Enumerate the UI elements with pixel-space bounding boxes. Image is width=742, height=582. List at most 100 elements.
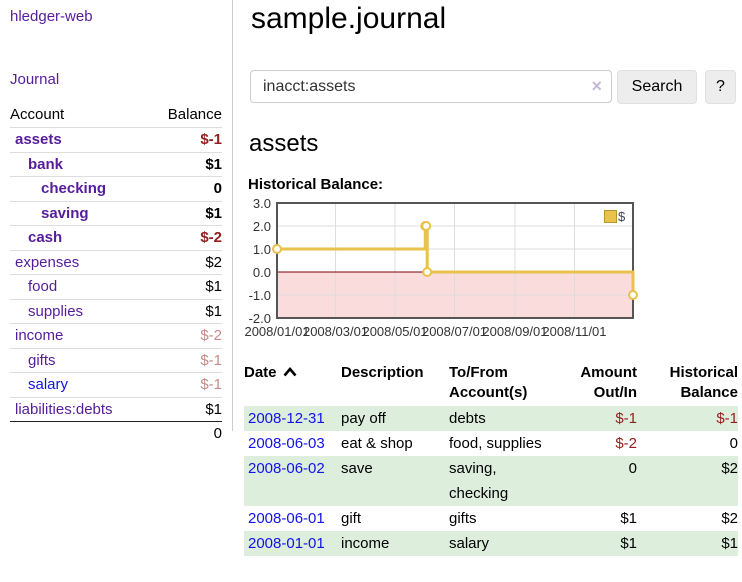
chart-legend: $	[604, 209, 625, 224]
account-row: supplies $1	[10, 298, 222, 324]
register-date-cell: 2008-01-01	[244, 531, 341, 556]
register-row: 2008-06-01 gift gifts $1 $2	[244, 506, 738, 531]
x-axis-tick: 2008/07/01	[421, 324, 488, 339]
account-link[interactable]: salary	[28, 376, 69, 394]
account-link[interactable]: supplies	[28, 302, 84, 320]
register-row: 2008-06-03 eat & shop food, supplies $-2 0	[244, 431, 738, 456]
register-amount-cell: $-2	[615, 435, 637, 452]
account-heading: assets	[249, 130, 319, 157]
account-balance: $1	[205, 204, 222, 222]
x-axis-tick: 2008/05/01	[362, 324, 428, 339]
register-accounts-cell: saving, checking	[449, 460, 509, 502]
register-table: Date Description To/From Account(s) Amount …	[244, 363, 738, 556]
account-row: food $1	[10, 274, 222, 299]
account-link[interactable]: liabilities:debts	[15, 400, 113, 418]
register-date-cell: 2008-06-03	[244, 431, 341, 456]
account-balance: $-1	[200, 376, 222, 394]
register-col-tofrom: To/From Account(s)	[449, 364, 528, 401]
register-date-cell: 2008-06-02	[244, 456, 341, 506]
brand-link[interactable]: hledger-web	[10, 8, 93, 25]
accounts-col-account: Account	[10, 105, 65, 123]
y-axis-tick: -1.0	[248, 288, 271, 303]
transaction-date-link[interactable]: 2008-06-03	[248, 435, 325, 452]
register-date-cell: 2008-06-01	[244, 506, 341, 531]
clear-search-icon[interactable]: ×	[591, 76, 602, 96]
register-accounts-cell: salary	[449, 535, 490, 552]
account-balance: $-1	[200, 131, 222, 149]
legend-label: $	[618, 209, 626, 224]
account-link[interactable]: checking	[41, 180, 107, 198]
account-row: salary $-1	[10, 372, 222, 397]
account-link[interactable]: assets	[15, 131, 62, 149]
accounts-total-value: 0	[213, 425, 222, 442]
register-amount-cell: $1	[620, 510, 637, 527]
account-row: bank $1	[10, 151, 222, 177]
sort-ascending-icon[interactable]	[283, 367, 297, 377]
account-link[interactable]: gifts	[28, 351, 56, 369]
account-row: expenses $2	[10, 249, 222, 275]
register-amount-cell: $-1	[615, 410, 637, 427]
account-link[interactable]: food	[28, 278, 58, 296]
account-row: assets $-1	[10, 127, 222, 152]
account-balance: $2	[205, 253, 222, 271]
help-button[interactable]: ?	[705, 70, 736, 104]
account-balance: $1	[205, 400, 222, 418]
register-date-cell: 2008-12-31	[244, 406, 341, 431]
account-balance: $-2	[200, 327, 222, 345]
account-row: income $-2	[10, 323, 222, 348]
register-accounts-cell: debts	[449, 410, 486, 427]
y-axis-tick: -2.0	[248, 311, 271, 326]
transaction-date-link[interactable]: 2008-06-02	[248, 460, 325, 477]
transaction-date-link[interactable]: 2008-06-01	[248, 510, 325, 527]
account-row: liabilities:debts $1	[10, 396, 222, 422]
register-balance-cell: $2	[721, 510, 738, 527]
account-row: gifts $-1	[10, 347, 222, 373]
register-description-cell: gift	[341, 510, 362, 527]
register-row: 2008-06-02 save saving, checking 0 $2	[244, 456, 738, 506]
register-row: 2008-01-01 income salary $1 $1	[244, 531, 738, 556]
account-row: saving $1	[10, 200, 222, 226]
register-header: Date Description To/From Account(s) Amount …	[244, 363, 738, 406]
account-balance: $1	[205, 302, 222, 320]
accounts-total-row: 0	[10, 421, 222, 445]
search-button[interactable]: Search	[617, 70, 697, 104]
account-link[interactable]: saving	[41, 204, 89, 222]
register-amount-cell: 0	[628, 460, 637, 477]
register-balance-cell: $-1	[716, 410, 738, 427]
accounts-table-header: Account Balance	[10, 101, 222, 127]
register-description-cell: income	[341, 535, 390, 552]
account-link[interactable]: bank	[28, 155, 64, 173]
account-link[interactable]: expenses	[15, 253, 80, 271]
accounts-col-balance: Balance	[167, 105, 222, 123]
transaction-date-link[interactable]: 2008-12-31	[248, 410, 325, 427]
register-col-historical: Historical Balance	[669, 364, 738, 401]
register-col-description: Description	[341, 364, 424, 381]
account-balance: $1	[205, 155, 222, 173]
account-link[interactable]: income	[15, 327, 64, 345]
register-balance-cell: 0	[729, 435, 738, 452]
register-description-cell: eat & shop	[341, 435, 413, 452]
y-axis-tick: 1.0	[252, 242, 271, 257]
account-row: cash $-2	[10, 225, 222, 250]
account-link[interactable]: cash	[28, 229, 63, 247]
account-row: checking 0	[10, 176, 222, 201]
sidebar-item-journal[interactable]: Journal	[10, 71, 60, 88]
page-title: sample.journal	[251, 2, 447, 35]
x-axis-tick: 2008/11/01	[542, 324, 607, 339]
register-balance-cell: $1	[721, 535, 738, 552]
register-row: 2008-12-31 pay off debts $-1 $-1	[244, 406, 738, 431]
register-balance-cell: $2	[721, 460, 738, 477]
transaction-date-link[interactable]: 2008-01-01	[248, 535, 325, 552]
register-description-cell: save	[341, 460, 373, 477]
y-axis-tick: 3.0	[252, 196, 271, 211]
register-col-date[interactable]: Date	[244, 363, 341, 403]
register-description-cell: pay off	[341, 410, 386, 427]
register-col-amount: Amount Out/In	[580, 364, 637, 401]
y-axis-tick: 0.0	[252, 265, 271, 280]
x-axis-tick: 2008/09/01	[482, 324, 548, 339]
register-accounts-cell: food, supplies	[449, 435, 542, 452]
search-input[interactable]	[250, 70, 612, 103]
search-box: ×	[250, 70, 612, 103]
account-balance: $1	[205, 278, 222, 296]
